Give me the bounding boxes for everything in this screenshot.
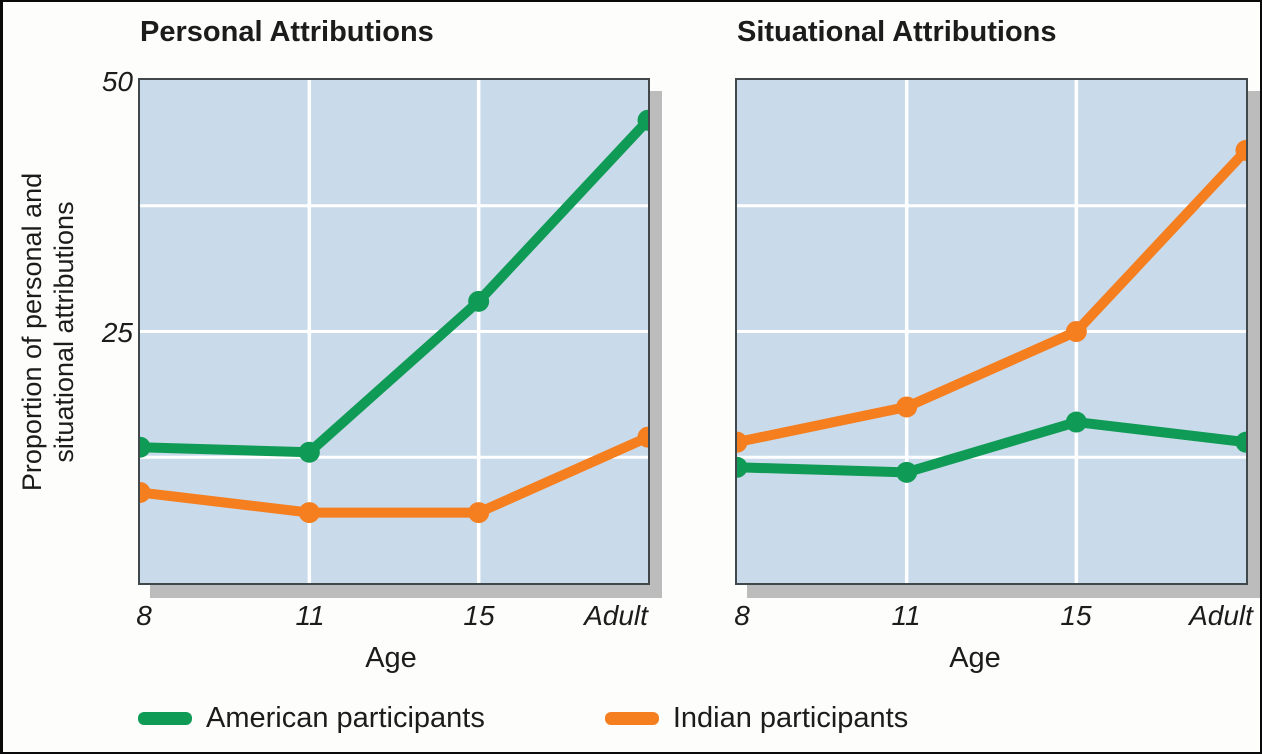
x-tick-left-8: 8 — [136, 600, 152, 631]
x-tick-right-11: 11 — [891, 600, 921, 631]
legend-item-indian: Indian participants — [604, 702, 909, 735]
right-panel-title: Situational Attributions — [737, 16, 1057, 48]
x-tick-right-adult: Adult — [1189, 600, 1253, 631]
x-axis-title-left: Age — [365, 642, 417, 674]
legend-item-american: American participants — [138, 702, 485, 735]
x-tick-left-11: 11 — [295, 600, 325, 631]
x-tick-right-15: 15 — [1060, 600, 1092, 631]
legend-label-indian: Indian participants — [672, 702, 909, 734]
american-line-swatch — [138, 712, 192, 725]
situational-attributions-chart — [726, 80, 1257, 583]
right-chart-panel — [726, 78, 1257, 585]
x-axis-title-right: Age — [949, 642, 1001, 674]
legend: American participants Indian participant… — [138, 702, 908, 735]
x-tick-right-8: 8 — [734, 600, 750, 631]
y-tick-50: 50 — [101, 66, 133, 97]
left-panel-title: Personal Attributions — [140, 16, 434, 48]
y-axis-label-line1: Proportion of personal and — [17, 172, 47, 492]
x-tick-left-adult: Adult — [584, 600, 648, 631]
indian-line-swatch — [604, 712, 659, 725]
y-tick-25: 25 — [101, 317, 133, 348]
x-tick-left-15: 15 — [463, 600, 495, 631]
legend-label-american: American participants — [206, 702, 485, 734]
personal-attributions-chart — [129, 80, 659, 583]
left-chart-panel — [129, 78, 659, 585]
